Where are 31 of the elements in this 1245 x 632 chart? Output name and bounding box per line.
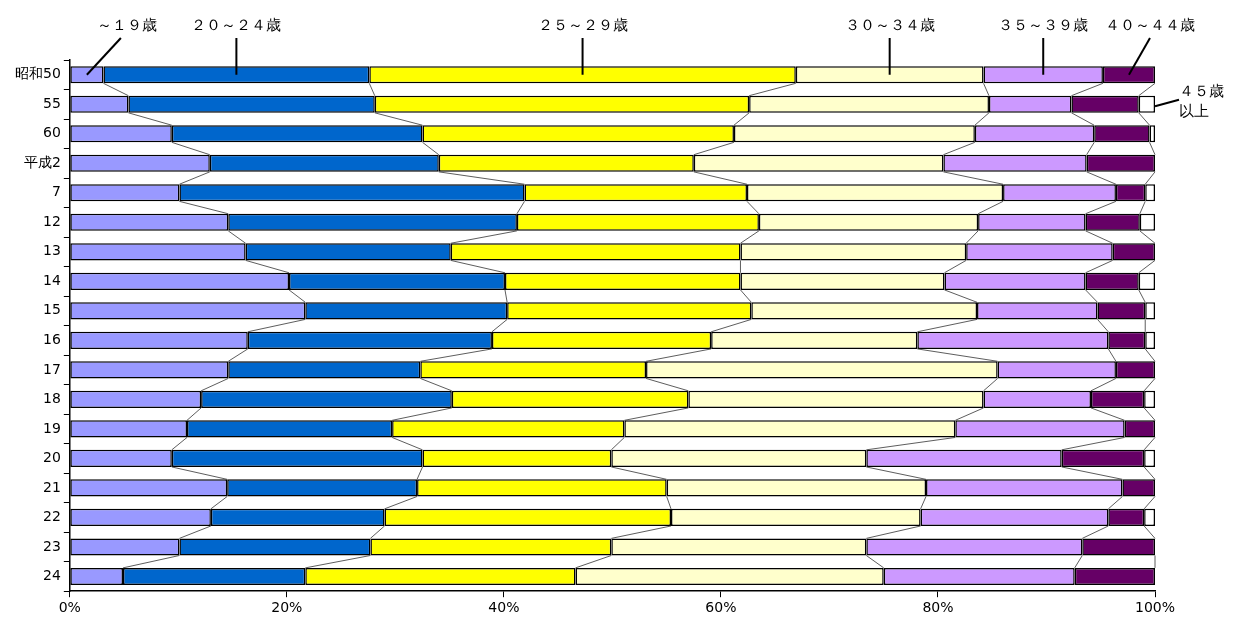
y-tick-label: 19	[42, 419, 61, 436]
y-tick-label: 13	[42, 242, 61, 259]
y-tick-label: 22	[42, 508, 61, 525]
x-tick-label: 100%	[1134, 599, 1176, 616]
x-tick-label: 80%	[922, 599, 954, 616]
text: ２５～２９歳	[537, 15, 628, 34]
text: ３５～３９歳	[998, 15, 1089, 34]
x-tick-label: 60%	[705, 599, 737, 616]
series-label: ４５歳以上	[1179, 81, 1224, 120]
text: ～１９歳	[96, 15, 157, 34]
y-tick-label: 55	[42, 94, 61, 111]
y-tick-label: 14	[42, 271, 61, 288]
y-tick-label: 60	[42, 124, 61, 141]
y-tick-label: 昭和50	[14, 65, 61, 82]
x-tick-label: 0%	[58, 599, 81, 616]
y-tick-label: 17	[42, 360, 61, 377]
text: ２０～２４歳	[191, 15, 282, 34]
y-tick-label: 16	[42, 331, 61, 347]
y-tick-label: 7	[51, 183, 61, 200]
y-tick-label: 12	[42, 212, 61, 229]
text: ３０～３４歳	[844, 15, 935, 34]
x-tick-label: 40%	[488, 599, 520, 616]
y-tick-label: 18	[42, 390, 61, 407]
y-tick-label: 15	[42, 301, 61, 318]
text: ４０～４４歳	[1105, 15, 1195, 34]
y-tick-label: 24	[42, 567, 61, 584]
y-tick-label: 平成2	[23, 153, 61, 170]
y-tick-label: 20	[42, 449, 61, 466]
x-tick-label: 20%	[271, 599, 303, 616]
y-tick-label: 21	[42, 478, 61, 495]
y-tick-label: 23	[42, 537, 61, 554]
